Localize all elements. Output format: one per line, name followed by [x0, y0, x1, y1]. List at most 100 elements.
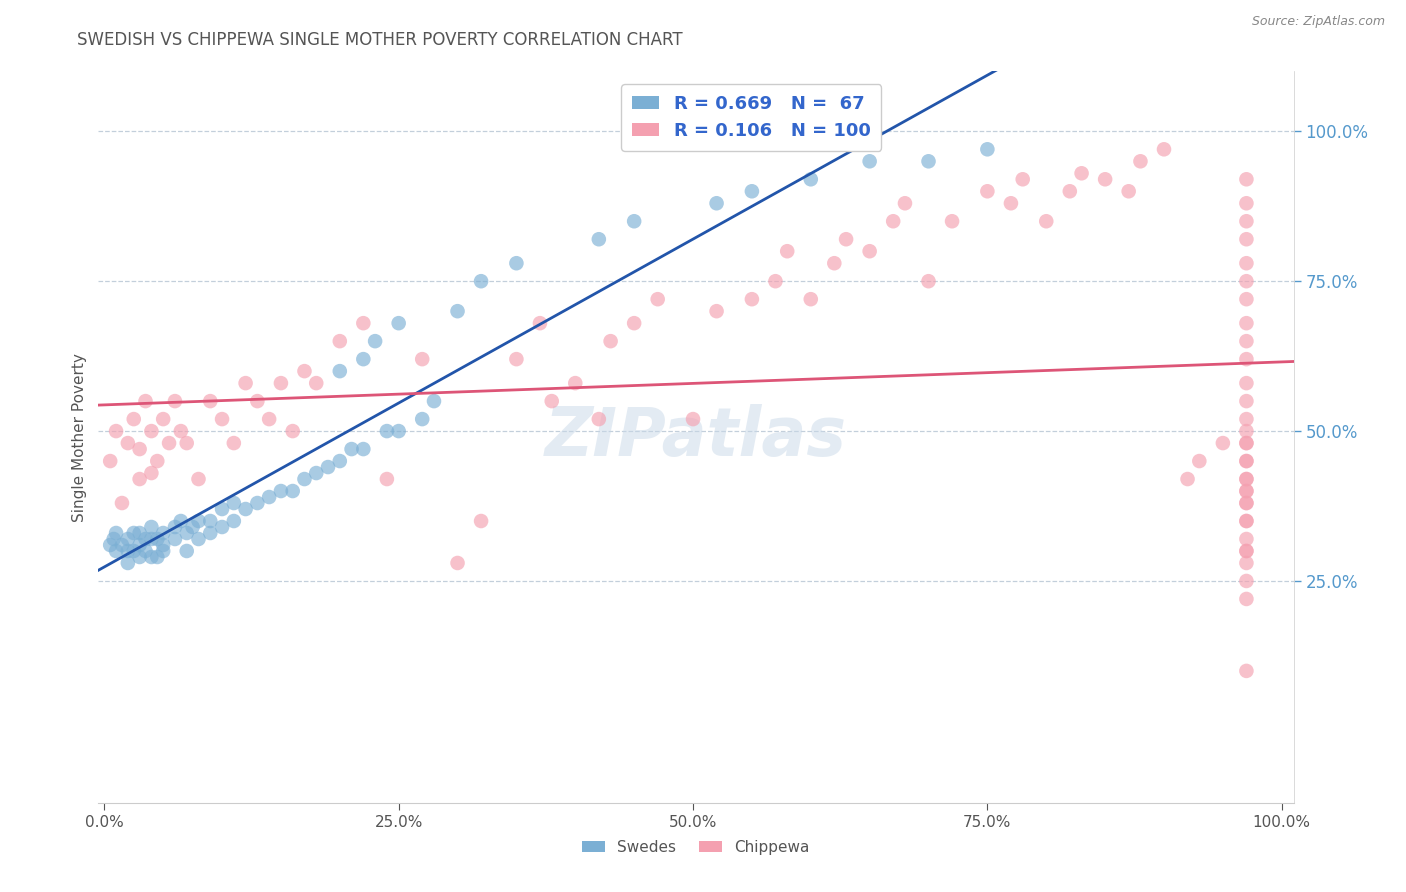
- Point: [1236, 514, 1258, 528]
- Point: [1236, 394, 1258, 409]
- Point: [187, 514, 209, 528]
- Point: [1153, 142, 1175, 156]
- Point: [235, 502, 257, 516]
- Point: [1177, 472, 1199, 486]
- Point: [1236, 292, 1258, 306]
- Point: [388, 316, 411, 330]
- Point: [1236, 424, 1258, 438]
- Point: [141, 532, 163, 546]
- Point: [941, 214, 963, 228]
- Point: [1236, 472, 1258, 486]
- Point: [411, 412, 433, 426]
- Point: [122, 544, 145, 558]
- Point: [1212, 436, 1234, 450]
- Point: [117, 556, 139, 570]
- Point: [529, 316, 551, 330]
- Point: [423, 394, 446, 409]
- Point: [246, 394, 269, 409]
- Point: [1236, 591, 1258, 606]
- Point: [1236, 274, 1258, 288]
- Point: [882, 214, 904, 228]
- Point: [122, 526, 145, 541]
- Point: [1236, 556, 1258, 570]
- Point: [103, 532, 125, 546]
- Point: [270, 483, 292, 498]
- Text: ZIPatlas: ZIPatlas: [546, 404, 846, 470]
- Point: [152, 412, 174, 426]
- Point: [1236, 532, 1258, 546]
- Point: [246, 496, 269, 510]
- Point: [235, 376, 257, 391]
- Point: [1236, 232, 1258, 246]
- Point: [305, 376, 328, 391]
- Point: [117, 532, 139, 546]
- Point: [741, 184, 763, 198]
- Point: [446, 304, 468, 318]
- Point: [222, 514, 245, 528]
- Point: [706, 304, 728, 318]
- Point: [152, 538, 174, 552]
- Point: [1236, 544, 1258, 558]
- Point: [375, 472, 398, 486]
- Legend: Swedes, Chippewa: Swedes, Chippewa: [576, 834, 815, 861]
- Point: [146, 549, 169, 564]
- Point: [170, 514, 193, 528]
- Point: [111, 496, 134, 510]
- Text: SWEDISH VS CHIPPEWA SINGLE MOTHER POVERTY CORRELATION CHART: SWEDISH VS CHIPPEWA SINGLE MOTHER POVERT…: [77, 31, 683, 49]
- Point: [117, 436, 139, 450]
- Point: [1236, 514, 1258, 528]
- Point: [352, 316, 374, 330]
- Point: [105, 526, 128, 541]
- Point: [647, 292, 669, 306]
- Point: [340, 442, 363, 456]
- Point: [599, 334, 621, 348]
- Point: [316, 460, 339, 475]
- Point: [98, 454, 121, 468]
- Point: [170, 424, 193, 438]
- Point: [470, 514, 492, 528]
- Point: [222, 496, 245, 510]
- Point: [163, 532, 186, 546]
- Point: [1236, 436, 1258, 450]
- Point: [1236, 664, 1258, 678]
- Point: [894, 196, 917, 211]
- Point: [470, 274, 492, 288]
- Point: [835, 232, 858, 246]
- Point: [564, 376, 586, 391]
- Point: [823, 256, 845, 270]
- Point: [134, 532, 156, 546]
- Point: [1035, 214, 1057, 228]
- Point: [1094, 172, 1116, 186]
- Point: [1236, 352, 1258, 367]
- Point: [105, 424, 128, 438]
- Point: [540, 394, 562, 409]
- Point: [741, 292, 763, 306]
- Point: [1236, 483, 1258, 498]
- Point: [134, 544, 156, 558]
- Point: [281, 424, 304, 438]
- Point: [294, 472, 316, 486]
- Point: [682, 412, 704, 426]
- Point: [623, 316, 645, 330]
- Point: [152, 544, 174, 558]
- Point: [98, 538, 121, 552]
- Point: [1236, 334, 1258, 348]
- Point: [122, 412, 145, 426]
- Point: [800, 292, 823, 306]
- Point: [117, 544, 139, 558]
- Point: [859, 244, 882, 259]
- Point: [1236, 496, 1258, 510]
- Point: [329, 364, 352, 378]
- Point: [181, 520, 204, 534]
- Point: [128, 538, 150, 552]
- Point: [1188, 454, 1211, 468]
- Point: [128, 549, 150, 564]
- Point: [141, 466, 163, 480]
- Point: [257, 412, 280, 426]
- Point: [1236, 454, 1258, 468]
- Point: [187, 532, 209, 546]
- Point: [1236, 256, 1258, 270]
- Point: [141, 520, 163, 534]
- Point: [765, 274, 787, 288]
- Point: [329, 334, 352, 348]
